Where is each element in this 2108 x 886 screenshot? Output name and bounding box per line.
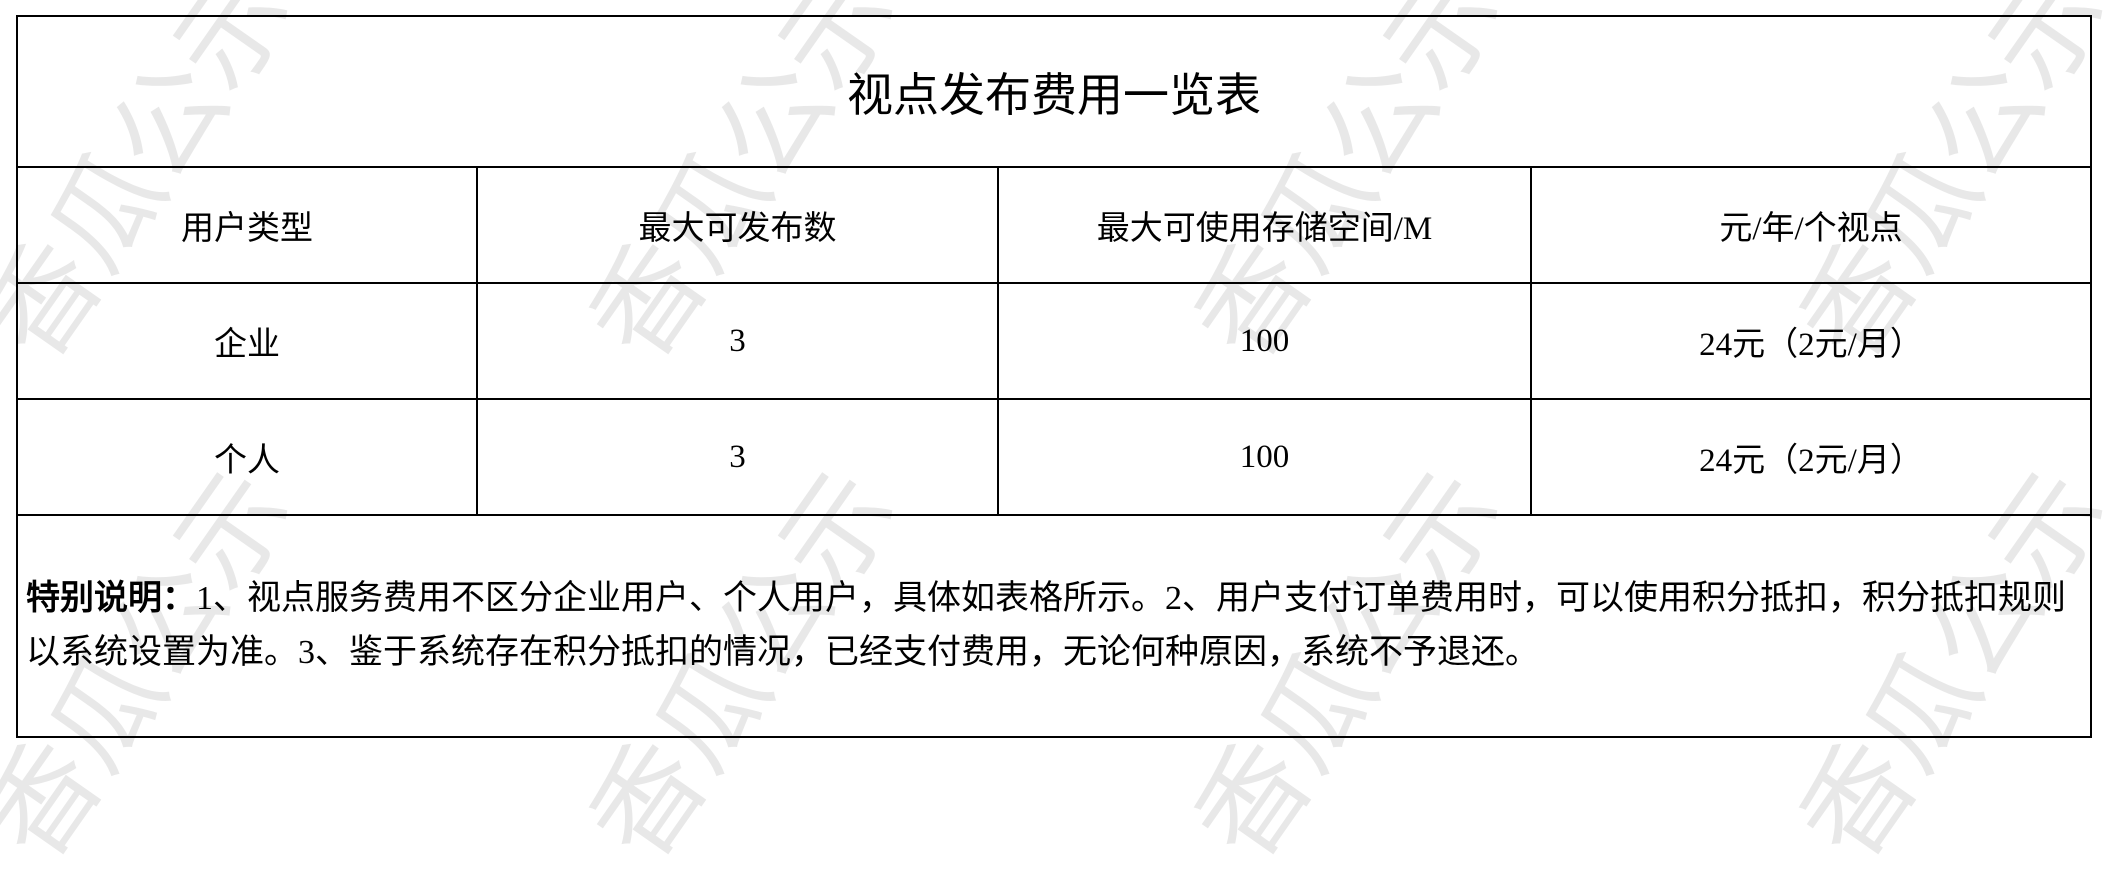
- special-note: 特别说明：1、视点服务费用不区分企业用户、个人用户，具体如表格所示。2、用户支付…: [16, 514, 2092, 738]
- cell-user-type: 个人: [16, 398, 478, 516]
- fee-table: 视点发布费用一览表 用户类型 最大可发布数 最大可使用存储空间/M 元/年/个视…: [16, 15, 2092, 738]
- header-price: 元/年/个视点: [1530, 166, 2092, 284]
- cell-max-storage: 100: [997, 282, 1532, 400]
- cell-max-storage: 100: [997, 398, 1532, 516]
- cell-max-posts: 3: [476, 282, 999, 400]
- table-title: 视点发布费用一览表: [16, 15, 2092, 168]
- header-user-type: 用户类型: [16, 166, 478, 284]
- cell-max-posts: 3: [476, 398, 999, 516]
- note-text: 1、视点服务费用不区分企业用户、个人用户，具体如表格所示。2、用户支付订单费用时…: [26, 580, 2066, 671]
- cell-price: 24元（2元/月）: [1530, 282, 2092, 400]
- header-max-storage: 最大可使用存储空间/M: [997, 166, 1532, 284]
- cell-price: 24元（2元/月）: [1530, 398, 2092, 516]
- header-max-posts: 最大可发布数: [476, 166, 999, 284]
- table-row: 企业 3 100 24元（2元/月）: [16, 282, 2092, 400]
- table-row: 个人 3 100 24元（2元/月）: [16, 398, 2092, 516]
- note-label: 特别说明：: [26, 580, 196, 617]
- header-row: 用户类型 最大可发布数 最大可使用存储空间/M 元/年/个视点: [16, 166, 2092, 284]
- cell-user-type: 企业: [16, 282, 478, 400]
